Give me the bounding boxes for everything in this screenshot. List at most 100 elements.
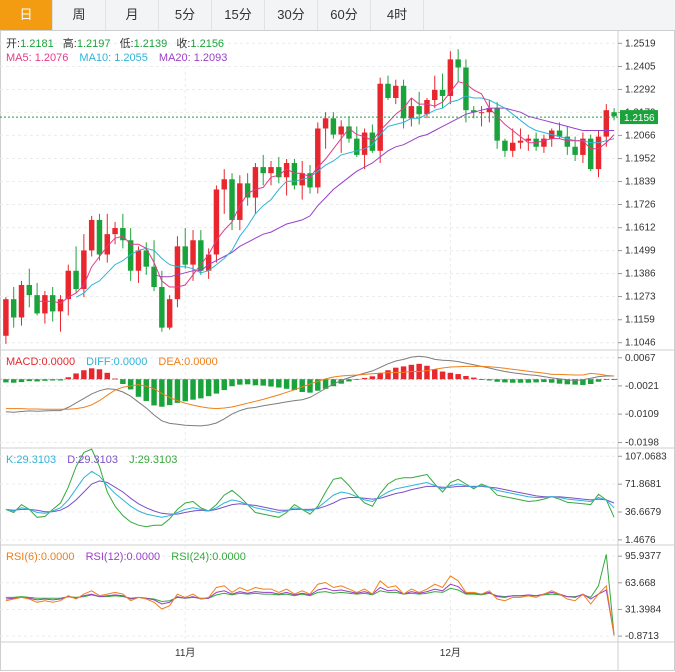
macd-bar-21: [166, 379, 173, 406]
macd-bar-67: [525, 379, 532, 383]
candle-body-47: [369, 132, 376, 151]
candle-body-27: [213, 189, 220, 255]
macd-bar-5: [42, 379, 48, 381]
macd-bar-43: [338, 379, 344, 384]
candle-body-28: [221, 179, 227, 190]
tab-day[interactable]: 日: [0, 0, 53, 30]
rsi12-line: [5, 583, 615, 636]
rsi6-label: RSI(6):: [6, 551, 41, 563]
candle-body-77: [603, 110, 610, 137]
macd-bar-2: [18, 379, 25, 383]
macd-bar-9: [73, 373, 79, 380]
macd-bar-76: [595, 379, 602, 382]
candle-body-50: [393, 85, 399, 98]
macd-tick-label-1: -0.0021: [625, 381, 659, 392]
j-label: J:: [129, 454, 138, 466]
tab-5min[interactable]: 5分: [159, 0, 212, 30]
macd-bar-39: [307, 379, 313, 393]
macd-bar-8: [65, 377, 72, 380]
macd-bar-49: [385, 370, 391, 380]
candle-body-71: [556, 130, 563, 137]
macd-bar-15: [120, 379, 126, 384]
close-label: 收:: [176, 36, 190, 50]
macd-bar-47: [369, 376, 376, 380]
candle-body-63: [494, 108, 500, 141]
candle-body-14: [112, 228, 118, 235]
price-tick-label-0: 1.2519: [625, 38, 656, 49]
low-label: 低:: [120, 37, 134, 50]
macd-bar-59: [463, 376, 469, 380]
ma10-label: MA10:: [79, 52, 111, 64]
candle-body-55: [432, 89, 438, 101]
macd-bar-0: [3, 379, 9, 383]
rsi24-label: RSI(24):: [171, 551, 212, 563]
macd-bar-74: [580, 379, 586, 385]
candle-body-43: [338, 126, 344, 135]
diff-line: [5, 355, 615, 427]
rsi6-value: 0.0000: [41, 551, 75, 563]
macd-bar-78: [611, 379, 617, 380]
macd-bar-62: [486, 379, 493, 381]
candle-body-21: [166, 299, 173, 328]
price-tick-label-12: 1.1159: [625, 315, 655, 326]
price-tick-label-8: 1.1612: [625, 223, 656, 234]
rsi-tick-label-3: -0.8713: [625, 631, 659, 642]
candle-body-60: [471, 110, 477, 113]
macd-bar-46: [361, 377, 368, 380]
candle-body-76: [595, 136, 602, 170]
candle-body-33: [260, 167, 266, 174]
macd-bar-54: [424, 365, 430, 380]
candle-body-35: [276, 167, 282, 178]
tab-4hour[interactable]: 4时: [371, 0, 424, 30]
candle-body-66: [517, 140, 524, 143]
d-value: 29.3103: [78, 454, 118, 466]
diff-label: DIFF:: [86, 356, 114, 368]
high-label: 高:: [63, 36, 77, 50]
ma5-line: [37, 81, 615, 304]
kdj-tick-label-0: 107.0683: [625, 451, 667, 462]
candle-body-78: [611, 112, 617, 117]
timeframe-tabs: 日 周 月 5分 15分 30分 60分 4时: [0, 0, 675, 31]
tab-30min[interactable]: 30分: [265, 0, 318, 30]
price-tick-label-9: 1.1499: [625, 246, 656, 257]
rsi12-value: 0.0000: [127, 551, 161, 563]
macd-bar-38: [299, 379, 305, 392]
macd-bar-1: [10, 379, 17, 383]
macd-bar-25: [198, 379, 204, 399]
chart-marks: [0, 49, 618, 636]
tab-15min[interactable]: 15分: [212, 0, 265, 30]
tab-60min[interactable]: 60分: [318, 0, 371, 30]
macd-bar-73: [572, 379, 578, 385]
candle-body-46: [361, 132, 368, 155]
macd-bar-64: [502, 379, 508, 383]
candle-body-13: [104, 234, 110, 255]
j-line: [5, 448, 615, 528]
macd-label: MACD:: [6, 356, 41, 368]
low-value: 1.2139: [134, 38, 168, 50]
macd-bar-68: [533, 379, 539, 383]
macd-bar-60: [471, 377, 477, 380]
macd-bar-28: [221, 379, 227, 391]
macd-bar-44: [346, 379, 352, 382]
rsi12-label: RSI(12):: [86, 551, 127, 563]
candle-body-12: [96, 219, 103, 255]
candle-body-37: [291, 163, 298, 186]
candle-body-54: [424, 100, 430, 115]
tab-month[interactable]: 月: [106, 0, 159, 30]
candle-body-58: [455, 59, 461, 68]
candle-body-18: [143, 250, 149, 267]
candle-body-52: [408, 106, 415, 119]
tab-week[interactable]: 周: [53, 0, 106, 30]
kdj-tick-label-2: 36.6679: [625, 507, 662, 518]
ma20-value: 1.2093: [194, 52, 228, 64]
candle-body-69: [541, 138, 547, 147]
high-value: 1.2197: [77, 38, 111, 50]
macd-bar-58: [455, 374, 461, 380]
candle-body-30: [237, 183, 243, 220]
macd-bar-4: [34, 379, 40, 382]
macd-bar-23: [182, 379, 188, 402]
macd-bar-48: [377, 373, 383, 380]
d-line: [5, 480, 615, 515]
macd-bar-3: [26, 379, 33, 382]
candle-body-6: [49, 295, 56, 312]
